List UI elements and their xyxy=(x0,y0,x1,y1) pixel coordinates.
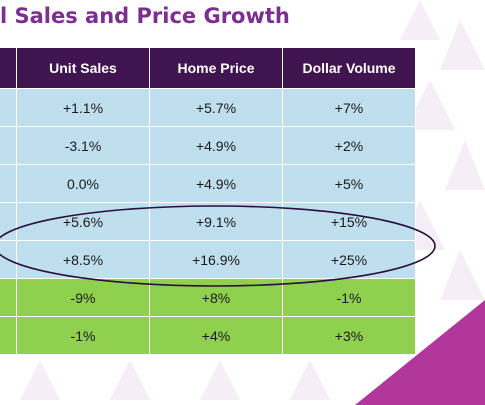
unit-sales-cell: +5.6% xyxy=(16,202,150,241)
home-price-cell: +16.9% xyxy=(149,240,283,279)
unit-sales-cell: -3.1% xyxy=(16,126,150,165)
home-price-cell: +5.7% xyxy=(149,88,283,127)
dollar-volume-cell: +15% xyxy=(282,202,416,241)
unit-sales-cell: -1% xyxy=(16,316,150,355)
table-row: 0.0% +4.9% +5% xyxy=(0,164,416,203)
dollar-volume-cell: +3% xyxy=(282,316,416,355)
unit-sales-cell: -9% xyxy=(16,278,150,317)
dollar-volume-cell: +7% xyxy=(282,88,416,127)
home-price-cell: +4.9% xyxy=(149,126,283,165)
unit-sales-cell: +1.1% xyxy=(16,88,150,127)
home-price-cell: +4% xyxy=(149,316,283,355)
unit-sales-cell: 0.0% xyxy=(16,164,150,203)
row-label-cell xyxy=(0,164,17,203)
corner-accent-shape xyxy=(355,300,485,405)
table-row: -3.1% +4.9% +2% xyxy=(0,126,416,165)
row-label-cell xyxy=(0,278,17,317)
dollar-volume-cell: +5% xyxy=(282,164,416,203)
header-dollar-volume: Dollar Volume xyxy=(282,47,416,89)
table-row: +1.1% +5.7% +7% xyxy=(0,88,416,127)
dollar-volume-cell: +2% xyxy=(282,126,416,165)
row-label-cell xyxy=(0,126,17,165)
table-row: -1% +4% +3% xyxy=(0,316,416,355)
row-label-cell xyxy=(0,316,17,355)
table-header-row: Unit Sales Home Price Dollar Volume xyxy=(0,47,416,89)
row-label-cell xyxy=(0,202,17,241)
slide-title: l Sales and Price Growth xyxy=(0,4,290,28)
table-row: -9% +8% -1% xyxy=(0,278,416,317)
home-price-cell: +9.1% xyxy=(149,202,283,241)
header-cell xyxy=(0,47,17,89)
home-price-cell: +8% xyxy=(149,278,283,317)
sales-growth-table: Unit Sales Home Price Dollar Volume +1.1… xyxy=(0,47,416,355)
table-row: +5.6% +9.1% +15% xyxy=(0,202,416,241)
table-row: +8.5% +16.9% +25% xyxy=(0,240,416,279)
dollar-volume-cell: -1% xyxy=(282,278,416,317)
header-home-price: Home Price xyxy=(149,47,283,89)
row-label-cell xyxy=(0,88,17,127)
unit-sales-cell: +8.5% xyxy=(16,240,150,279)
dollar-volume-cell: +25% xyxy=(282,240,416,279)
header-unit-sales: Unit Sales xyxy=(16,47,150,89)
row-label-cell xyxy=(0,240,17,279)
home-price-cell: +4.9% xyxy=(149,164,283,203)
